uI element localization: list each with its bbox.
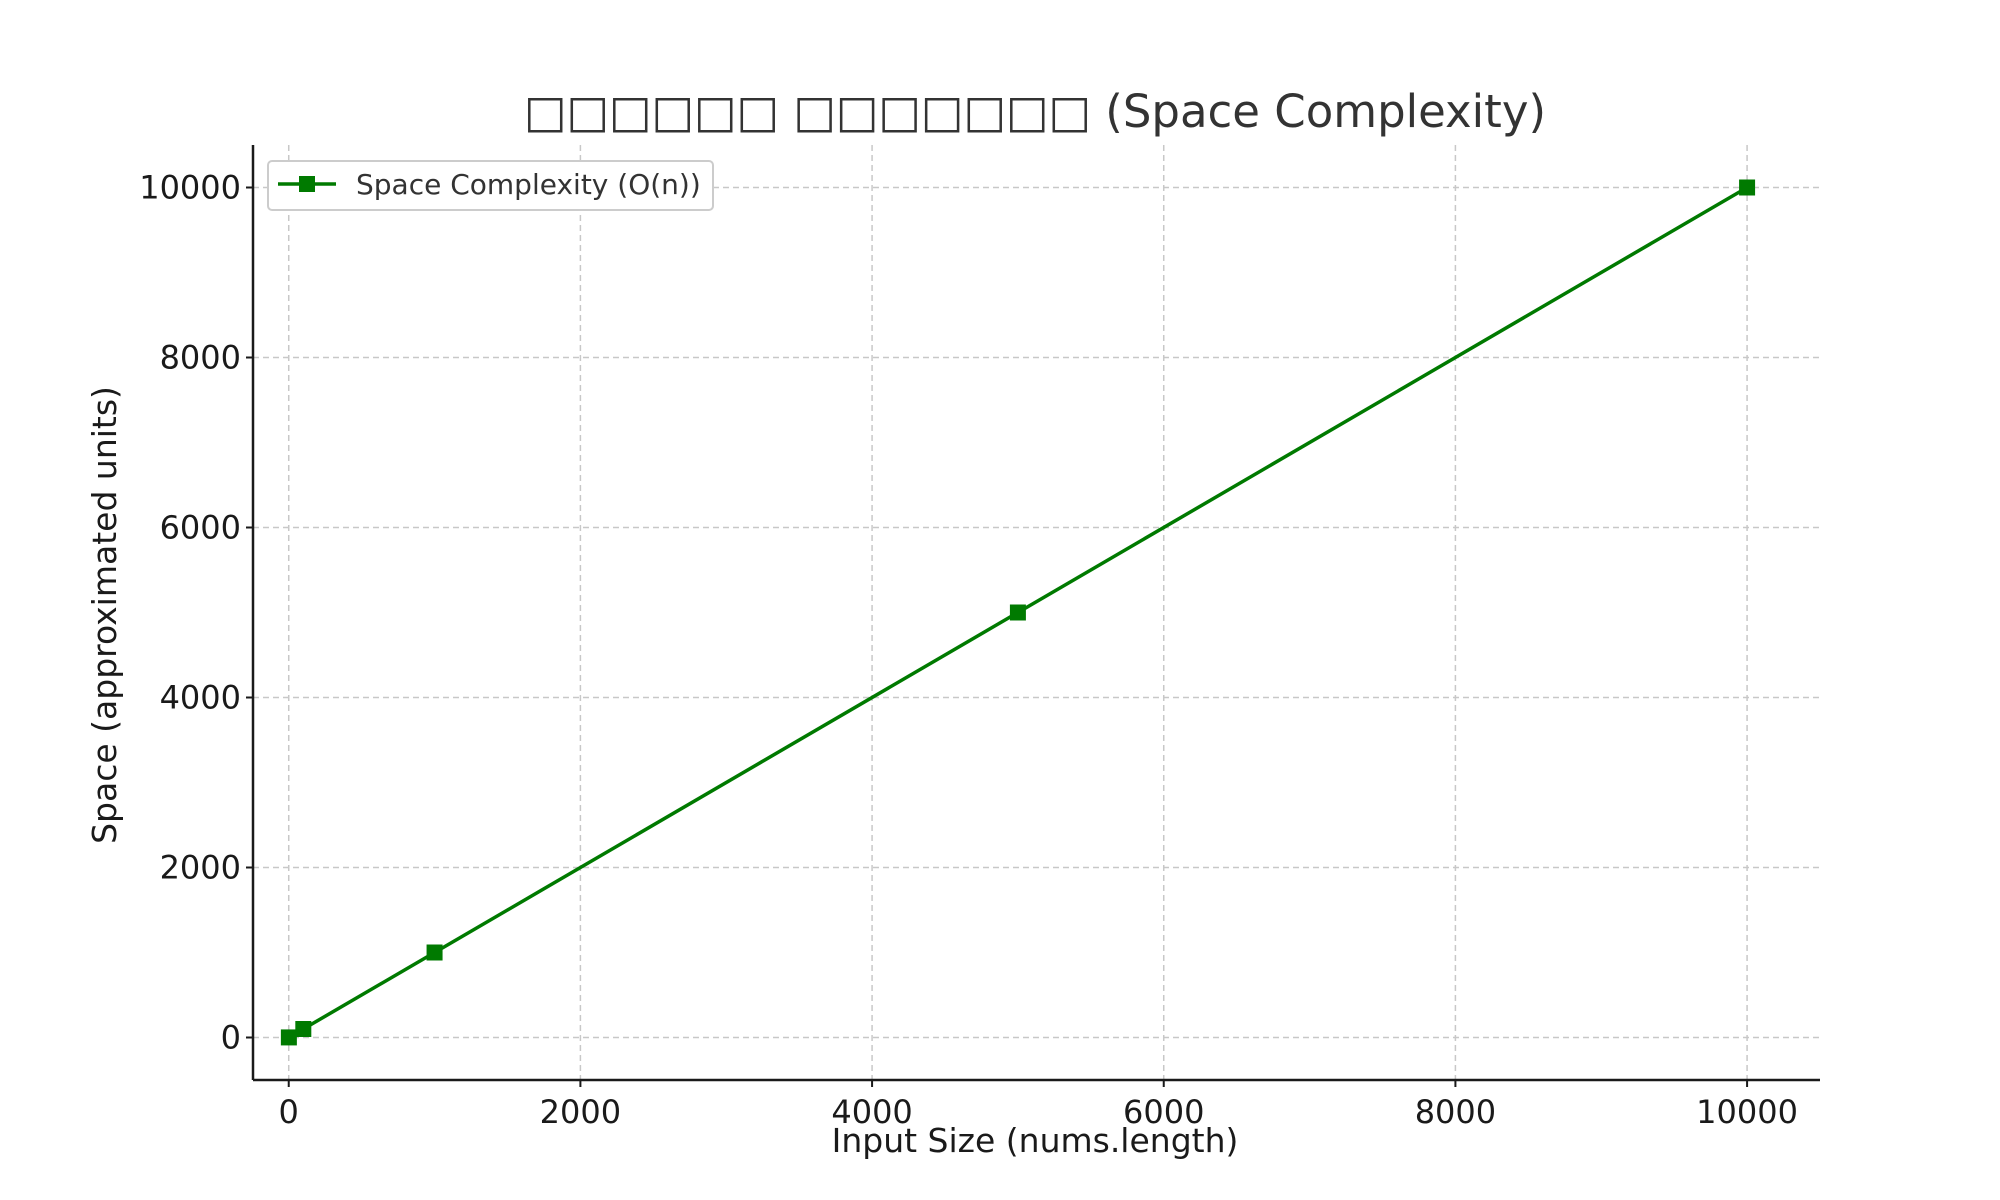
x-tick-label: 8000 xyxy=(1415,1093,1496,1131)
x-tick-label: 4000 xyxy=(831,1093,912,1131)
series-layer xyxy=(280,179,1756,1046)
data-point-marker xyxy=(426,944,443,961)
y-axis-label: Space (approximated units) xyxy=(85,386,124,844)
x-tick-label: 0 xyxy=(279,1093,299,1131)
axes: 0 2000 4000 6000 8000 10000 0 2000 4000 6000 8000 1… xyxy=(139,145,1820,1131)
chart-title: □□□□□□ □□□□□□□ (Space Complexity) xyxy=(524,85,1546,138)
x-tick-label: 6000 xyxy=(1123,1093,1204,1131)
legend-box xyxy=(267,160,714,211)
y-tick-label: 4000 xyxy=(160,679,241,717)
x-axis-label: Input Size (nums.length) xyxy=(832,1121,1239,1160)
grid xyxy=(253,145,1820,1080)
y-tick-label: 2000 xyxy=(160,849,241,887)
data-point-marker xyxy=(280,1029,297,1046)
data-point-marker xyxy=(295,1021,312,1037)
legend-marker-swatch xyxy=(299,176,315,192)
x-tick-label: 2000 xyxy=(540,1093,621,1131)
legend: Space Complexity (O(n)) xyxy=(267,160,714,211)
y-tick-label: 10000 xyxy=(139,169,241,207)
y-tick-label: 8000 xyxy=(160,339,241,377)
y-tick-label: 6000 xyxy=(160,509,241,547)
legend-label: Space Complexity (O(n)) xyxy=(356,168,701,201)
data-point-marker xyxy=(1009,604,1026,621)
y-tick-label: 0 xyxy=(221,1019,241,1057)
x-tick-label: 10000 xyxy=(1696,1093,1798,1131)
data-point-marker xyxy=(1739,179,1756,196)
